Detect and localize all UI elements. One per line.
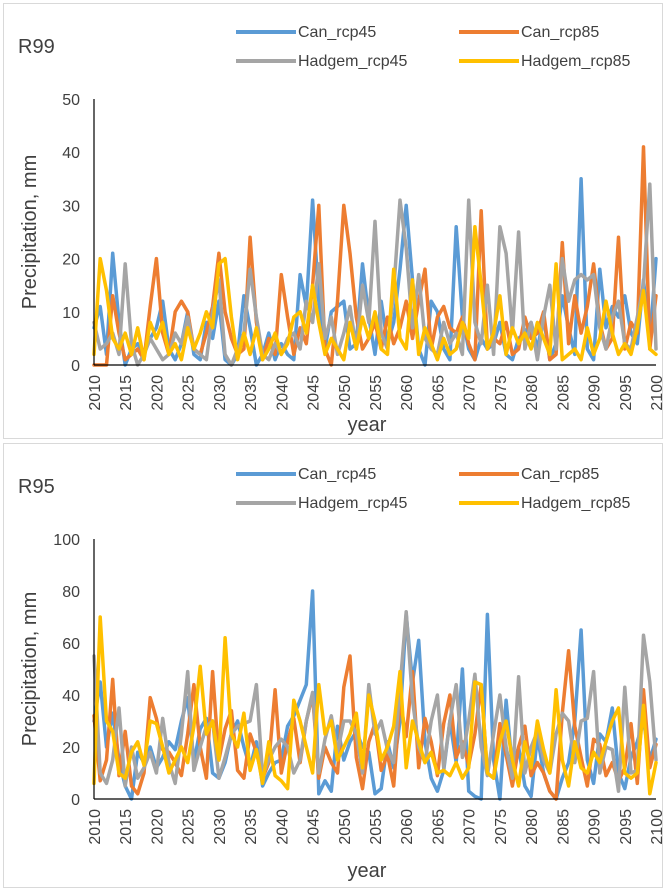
r99-x-tick-label: 2010: [87, 375, 104, 411]
r99-x-tick-label: 2050: [337, 375, 354, 411]
r99-x-tick-label: 2065: [430, 375, 447, 411]
r99-series-line-can-rcp85: [92, 145, 658, 367]
r95-chart-panel: R95 Can_rcp45 Can_rcp85 Hadgem_rcp45 Hadgem_…: [3, 443, 663, 888]
r99-chart-panel: R99 Can_rcp45 Can_rcp85 Hadgem_rcp45 Hadgem_…: [3, 3, 663, 439]
r95-x-tick-label: 2020: [149, 809, 166, 845]
r99-legend-can-rcp45: Can_rcp45: [236, 24, 376, 41]
r99-x-tick-label: 2080: [524, 375, 541, 411]
r95-x-tick-label: 2085: [555, 809, 572, 845]
r95-y-tick-label: 20: [62, 740, 80, 757]
r99-y-tick-label: 10: [62, 305, 80, 322]
r95-x-tick-label: 2075: [493, 809, 510, 845]
r99-x-tick-label: 2095: [618, 375, 635, 411]
r95-legend-hadgem-rcp85: Hadgem_rcp85: [459, 495, 631, 512]
r95-legend-can-rcp45: Can_rcp45: [236, 466, 376, 483]
r99-legend-label-hadgem-rcp45: Hadgem_rcp45: [298, 53, 408, 70]
r99-x-tick-label: 2100: [649, 375, 662, 411]
r95-x-tick-label: 2030: [212, 809, 229, 845]
r99-x-tick-label: 2035: [243, 375, 260, 411]
r95-x-tick-label: 2070: [462, 809, 479, 845]
r99-y-axis-title: Precipitation, mm: [19, 155, 41, 310]
r95-y-tick-label: 80: [62, 584, 80, 601]
r95-x-tick-label: 2095: [618, 809, 635, 845]
r95-x-tick-label: 2065: [430, 809, 447, 845]
r99-x-tick-label: 2045: [306, 375, 323, 411]
r95-x-tick-label: 2015: [118, 809, 135, 845]
r95-y-tick-label: 40: [62, 688, 80, 705]
r95-legend-can-rcp85: Can_rcp85: [459, 466, 599, 483]
r99-legend-label-can-rcp85: Can_rcp85: [521, 24, 599, 41]
r99-y-tick-label: 20: [62, 252, 80, 269]
r99-x-tick-label: 2055: [368, 375, 385, 411]
r99-x-tick-label: 2090: [587, 375, 604, 411]
r95-line-chart: R95 Can_rcp45 Can_rcp85 Hadgem_rcp45 Hadgem_…: [18, 466, 662, 882]
r95-x-tick-label: 2010: [87, 809, 104, 845]
r95-x-tick-label: 2055: [368, 809, 385, 845]
r99-x-tick-label: 2025: [181, 375, 198, 411]
r95-y-tick-label: 60: [62, 636, 80, 653]
r99-legend-label-hadgem-rcp85: Hadgem_rcp85: [521, 53, 631, 70]
r99-legend-can-rcp85: Can_rcp85: [459, 24, 599, 41]
r95-series-line-hadgem-rcp85: [92, 615, 658, 796]
r95-legend-label-can-rcp45: Can_rcp45: [298, 466, 376, 483]
r99-x-tick-label: 2075: [493, 375, 510, 411]
r99-legend-label-can-rcp45: Can_rcp45: [298, 24, 376, 41]
r99-series-line-hadgem-rcp45: [92, 182, 658, 367]
r95-x-tick-label: 2090: [587, 809, 604, 845]
r99-panel-label: R99: [18, 36, 55, 58]
r95-y-axis-title: Precipitation, mm: [19, 592, 41, 747]
r95-x-axis-title: year: [348, 860, 387, 882]
r95-y-tick-label: 100: [53, 532, 80, 549]
r99-x-tick-label: 2070: [462, 375, 479, 411]
r95-x-tick-label: 2080: [524, 809, 541, 845]
r99-y-tick-label: 30: [62, 198, 80, 215]
r95-x-tick-label: 2060: [399, 809, 416, 845]
r99-x-tick-label: 2085: [555, 375, 572, 411]
r99-x-tick-label: 2020: [149, 375, 166, 411]
r95-series-line-hadgem-rcp45: [92, 610, 658, 793]
r99-x-tick-label: 2030: [212, 375, 229, 411]
r95-x-tick-label: 2035: [243, 809, 260, 845]
r99-y-tick-label: 50: [62, 92, 80, 109]
r99-y-tick-label: 40: [62, 145, 80, 162]
r95-x-tick-label: 2045: [306, 809, 323, 845]
r99-x-tick-label: 2015: [118, 375, 135, 411]
r99-y-tick-label: 0: [71, 358, 80, 375]
r95-x-tick-label: 2040: [274, 809, 291, 845]
r95-legend-hadgem-rcp45: Hadgem_rcp45: [236, 495, 408, 512]
r99-legend-hadgem-rcp45: Hadgem_rcp45: [236, 53, 408, 70]
r99-series-line-hadgem-rcp85: [92, 224, 658, 362]
r95-legend-label-hadgem-rcp45: Hadgem_rcp45: [298, 495, 408, 512]
r95-x-tick-label: 2025: [181, 809, 198, 845]
r95-x-tick-label: 2100: [649, 809, 662, 845]
r95-x-tick-label: 2050: [337, 809, 354, 845]
r99-x-tick-label: 2060: [399, 375, 416, 411]
r95-y-tick-label: 0: [71, 792, 80, 809]
r95-panel-label: R95: [18, 476, 55, 498]
r99-legend-hadgem-rcp85: Hadgem_rcp85: [459, 53, 631, 70]
r99-line-chart: R99 Can_rcp45 Can_rcp85 Hadgem_rcp45 Hadgem_…: [18, 24, 662, 436]
r99-x-tick-label: 2040: [274, 375, 291, 411]
r95-legend-label-hadgem-rcp85: Hadgem_rcp85: [521, 495, 631, 512]
r95-legend-label-can-rcp85: Can_rcp85: [521, 466, 599, 483]
r99-x-axis-title: year: [348, 414, 387, 436]
